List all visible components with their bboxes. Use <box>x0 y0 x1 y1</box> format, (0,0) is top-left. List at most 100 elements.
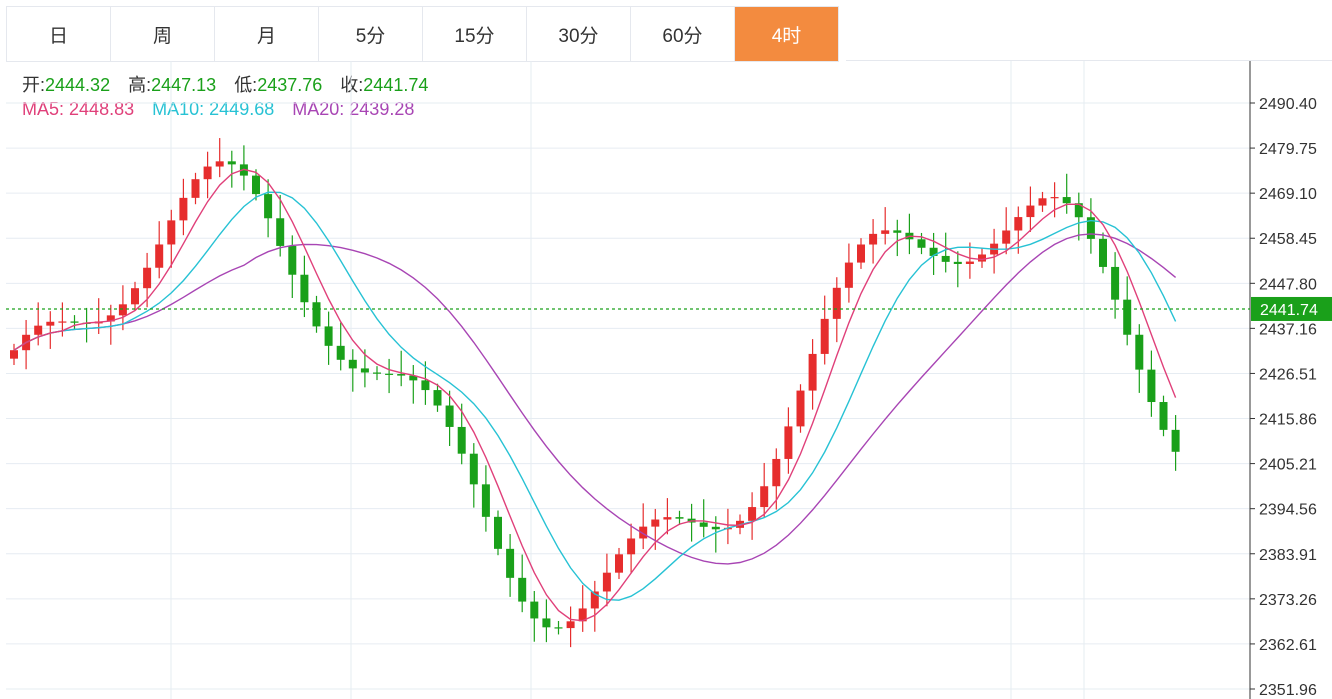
candle-15 <box>191 172 200 205</box>
candle-body-95 <box>1159 402 1168 430</box>
candle-31 <box>385 358 394 394</box>
candle-71 <box>869 219 878 264</box>
candle-body-33 <box>409 375 418 381</box>
candle-body-64 <box>784 426 793 459</box>
ma5-line <box>13 168 1177 622</box>
candle-body-11 <box>143 267 152 289</box>
candle-55 <box>675 510 684 526</box>
candle-body-50 <box>615 554 623 573</box>
candle-26 <box>324 311 333 365</box>
candle-body-28 <box>348 359 357 369</box>
low-label: 低: <box>234 75 258 95</box>
candle-83 <box>1014 206 1023 254</box>
tab-4[interactable]: 15分 <box>423 7 527 61</box>
candle-body-62 <box>760 486 769 508</box>
current-price-label: 2441.74 <box>1260 302 1318 319</box>
candle-body-30 <box>373 372 381 374</box>
candle-body-69 <box>844 262 853 288</box>
candle-body-23 <box>288 245 297 275</box>
candle-36 <box>445 390 454 446</box>
candle-body-18 <box>227 161 236 165</box>
candle-body-58 <box>711 526 720 530</box>
close-value: 2441.74 <box>363 75 429 95</box>
tab-1[interactable]: 周 <box>111 7 215 61</box>
candle-8 <box>106 304 115 345</box>
tab-0[interactable]: 日 <box>7 7 111 61</box>
candle-78 <box>953 251 962 288</box>
y-tick-label-5: 2437.16 <box>1259 321 1317 338</box>
tab-7[interactable]: 4时 <box>735 7 839 61</box>
candle-body-55 <box>675 517 684 519</box>
candle-body-94 <box>1147 369 1156 403</box>
candle-48 <box>590 580 599 632</box>
y-tick-label-0: 2490.40 <box>1259 96 1317 113</box>
candle-9 <box>118 285 127 331</box>
y-tick-label-11: 2373.26 <box>1259 592 1317 609</box>
candle-body-41 <box>506 548 515 578</box>
ma10-readout: MA10: 2449.68 <box>152 97 274 121</box>
candle-14 <box>179 178 188 236</box>
candle-17 <box>215 138 224 178</box>
candle-79 <box>965 242 974 279</box>
y-tick-label-2: 2469.10 <box>1259 186 1317 203</box>
candle-82 <box>1002 207 1011 255</box>
tab-2[interactable]: 月 <box>215 7 319 61</box>
tab-5[interactable]: 30分 <box>527 7 631 61</box>
candle-body-66 <box>808 353 817 391</box>
close-label: 收: <box>340 75 364 95</box>
candle-24 <box>300 255 309 318</box>
candle-body-71 <box>869 233 878 245</box>
y-tick-label-8: 2405.21 <box>1259 457 1317 474</box>
ohlc-readout: 开: 2444.32 高: 2447.13 低: 2437.76 收: 2441.74 … <box>22 73 446 121</box>
candle-6 <box>82 307 91 343</box>
candle-29 <box>360 349 369 388</box>
y-tick-label-13: 2351.96 <box>1259 682 1317 699</box>
high-value: 2447.13 <box>151 75 217 95</box>
candle-54 <box>663 498 672 535</box>
y-tick-label-4: 2447.80 <box>1259 276 1317 293</box>
candle-body-32 <box>397 374 406 376</box>
candle-body-77 <box>941 255 950 262</box>
period-tabs: 日周月 5分 15分 30分 60分 4时 <box>6 6 839 62</box>
candle-43 <box>530 591 539 642</box>
candle-body-79 <box>965 261 974 264</box>
tab-6[interactable]: 60分 <box>631 7 735 61</box>
ma10-value: 2449.68 <box>209 99 275 119</box>
candle-body-37 <box>457 426 466 454</box>
candle-body-52 <box>639 526 648 539</box>
candle-70 <box>857 238 865 269</box>
candle-body-17 <box>215 161 224 167</box>
candle-body-22 <box>276 218 285 246</box>
candle-body-67 <box>820 318 829 354</box>
y-tick-label-1: 2479.75 <box>1259 141 1317 158</box>
candle-body-25 <box>312 302 321 327</box>
candle-65 <box>796 384 805 433</box>
candle-body-92 <box>1123 299 1132 335</box>
candle-66 <box>808 339 817 410</box>
tab-3[interactable]: 5分 <box>319 7 423 61</box>
candle-27 <box>336 322 345 371</box>
candle-95 <box>1159 395 1168 437</box>
candle-92 <box>1123 276 1132 346</box>
candle-56 <box>687 503 696 542</box>
candle-body-44 <box>542 618 551 628</box>
candle-body-83 <box>1014 217 1023 231</box>
open-value: 2444.32 <box>45 75 111 95</box>
ma20-readout: MA20: 2439.28 <box>292 97 414 121</box>
y-tick-label-9: 2394.56 <box>1259 502 1317 519</box>
y-tick-label-12: 2362.61 <box>1259 637 1317 654</box>
candle-body-88 <box>1074 203 1083 218</box>
candle-41 <box>506 534 515 597</box>
candle-73 <box>893 219 902 257</box>
candle-body-8 <box>106 315 115 322</box>
candle-64 <box>784 407 793 474</box>
candle-body-43 <box>530 601 539 619</box>
y-tick-label-10: 2383.91 <box>1259 547 1317 564</box>
candle-body-34 <box>421 380 430 391</box>
candle-body-86 <box>1050 197 1059 199</box>
high-label: 高: <box>128 75 152 95</box>
candle-body-46 <box>566 621 575 629</box>
candle-33 <box>409 365 418 404</box>
candle-body-0 <box>10 350 18 359</box>
